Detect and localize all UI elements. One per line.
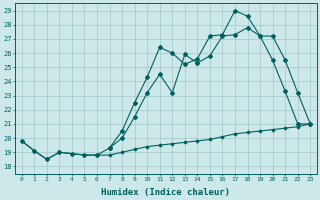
X-axis label: Humidex (Indice chaleur): Humidex (Indice chaleur) [101, 188, 230, 197]
